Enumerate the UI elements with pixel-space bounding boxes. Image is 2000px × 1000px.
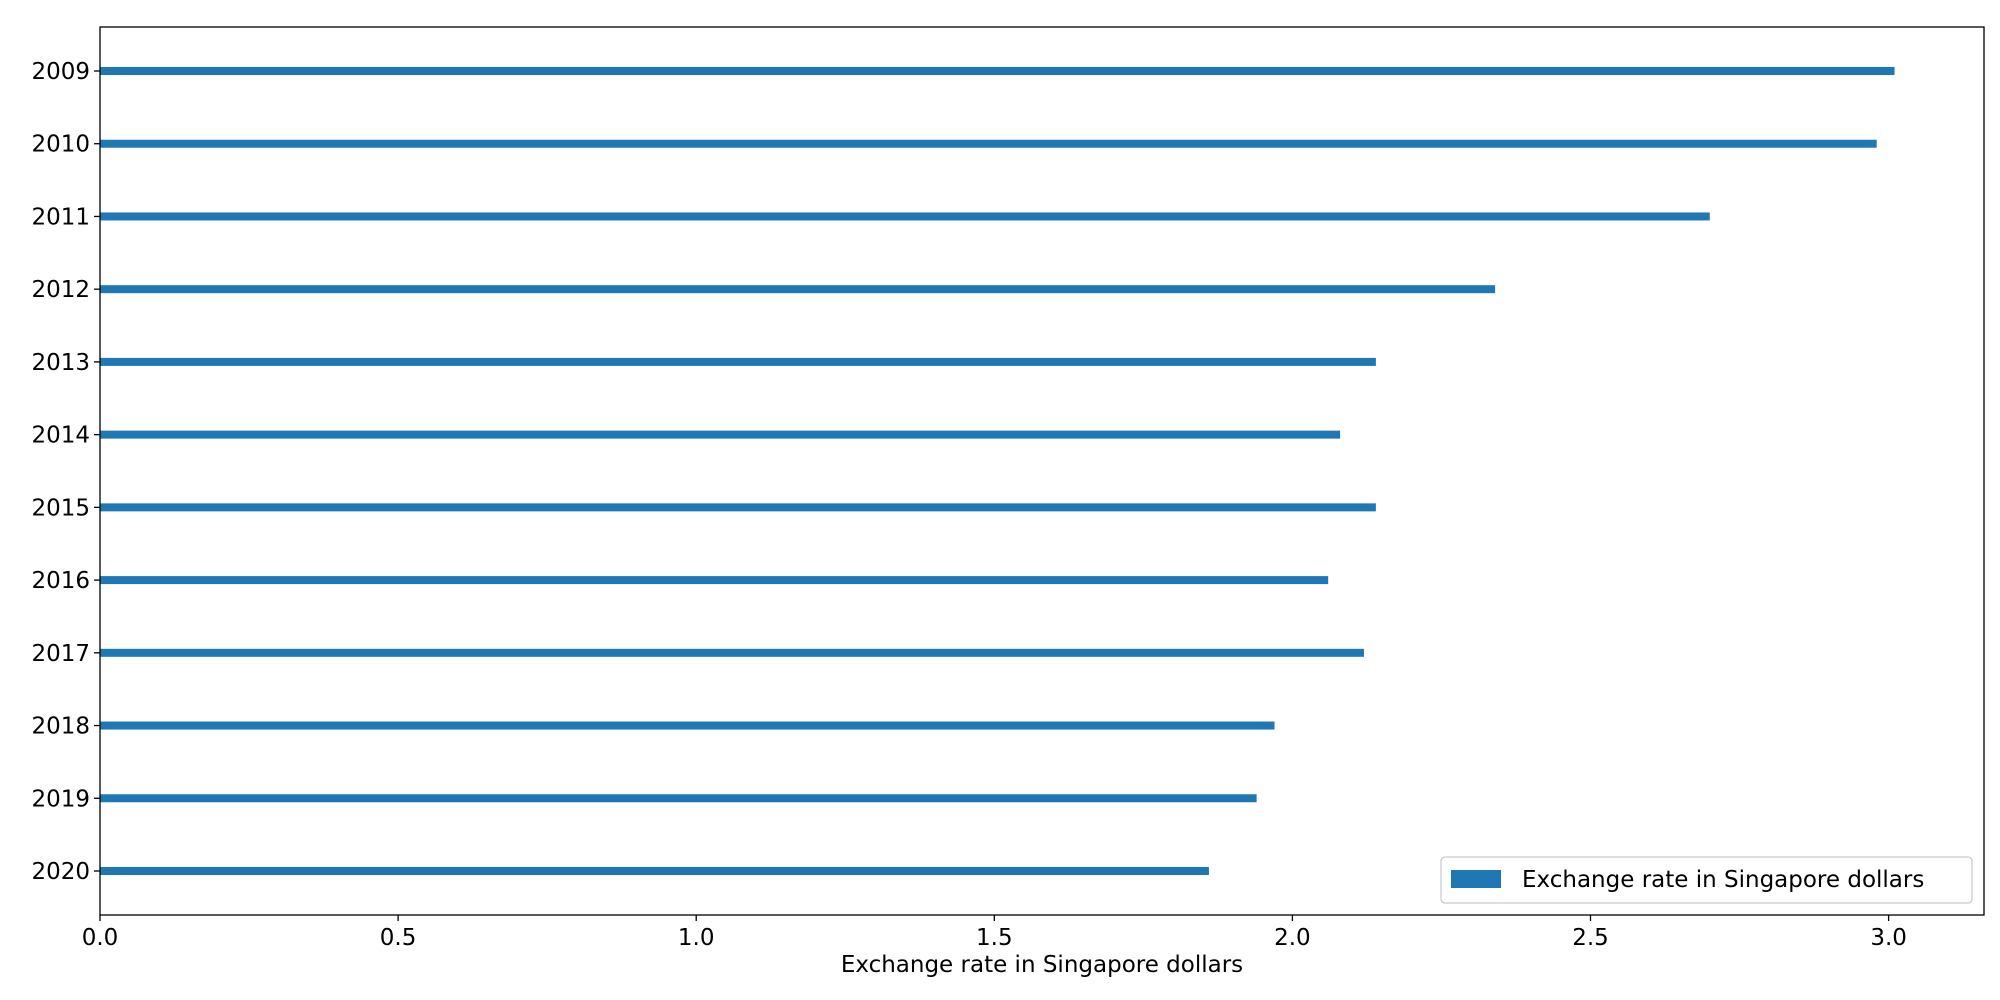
legend: Exchange rate in Singapore dollars: [1440, 856, 1973, 904]
y-axis-ticks: 2009 2010 2011 2012 2013 2014 2015 2016 2017 2018…: [31, 59, 100, 885]
x-tick-label: 1.5: [976, 925, 1013, 951]
bar-2014: [100, 430, 1341, 439]
y-tick-label: 2009: [31, 59, 90, 85]
x-axis-ticks: 0.0 0.5 1.0 1.5 2.0 2.5 3.0: [82, 915, 1907, 951]
y-tick-label: 2010: [31, 132, 90, 158]
x-tick-label: 2.0: [1274, 925, 1311, 951]
bar-2015: [100, 503, 1376, 512]
y-tick-label: 2013: [31, 350, 90, 376]
y-tick-label: 2015: [31, 495, 90, 521]
bar-2020: [100, 867, 1209, 875]
bar-2019: [100, 794, 1257, 803]
bar-2012: [100, 285, 1496, 294]
bar-2009: [100, 67, 1895, 75]
y-tick-label: 2014: [31, 423, 90, 449]
legend-label: Exchange rate in Singapore dollars: [1522, 867, 1924, 893]
x-tick-label: 0.5: [380, 925, 417, 951]
x-axis-title: Exchange rate in Singapore dollars: [841, 952, 1243, 978]
bar-2018: [100, 721, 1275, 730]
x-tick-label: 2.5: [1572, 925, 1609, 951]
bar-2016: [100, 576, 1329, 585]
y-tick-label: 2017: [31, 641, 90, 667]
legend-box: [1440, 856, 1973, 904]
y-tick-label: 2011: [31, 204, 90, 230]
bar-2017: [100, 648, 1364, 657]
x-tick-label: 1.0: [678, 925, 715, 951]
y-tick-label: 2019: [31, 786, 90, 812]
y-tick-label: 2018: [31, 714, 90, 740]
y-tick-label: 2012: [31, 277, 90, 303]
bar-2013: [100, 357, 1376, 366]
bars-group: [100, 67, 1895, 875]
y-tick-label: 2020: [31, 859, 90, 885]
bar-2011: [100, 212, 1710, 221]
bar-2010: [100, 139, 1877, 148]
x-tick-label: 0.0: [82, 925, 119, 951]
plot-frame: [99, 26, 1985, 916]
x-tick-label: 3.0: [1870, 925, 1907, 951]
legend-swatch: [1451, 870, 1501, 888]
y-tick-label: 2016: [31, 568, 90, 594]
